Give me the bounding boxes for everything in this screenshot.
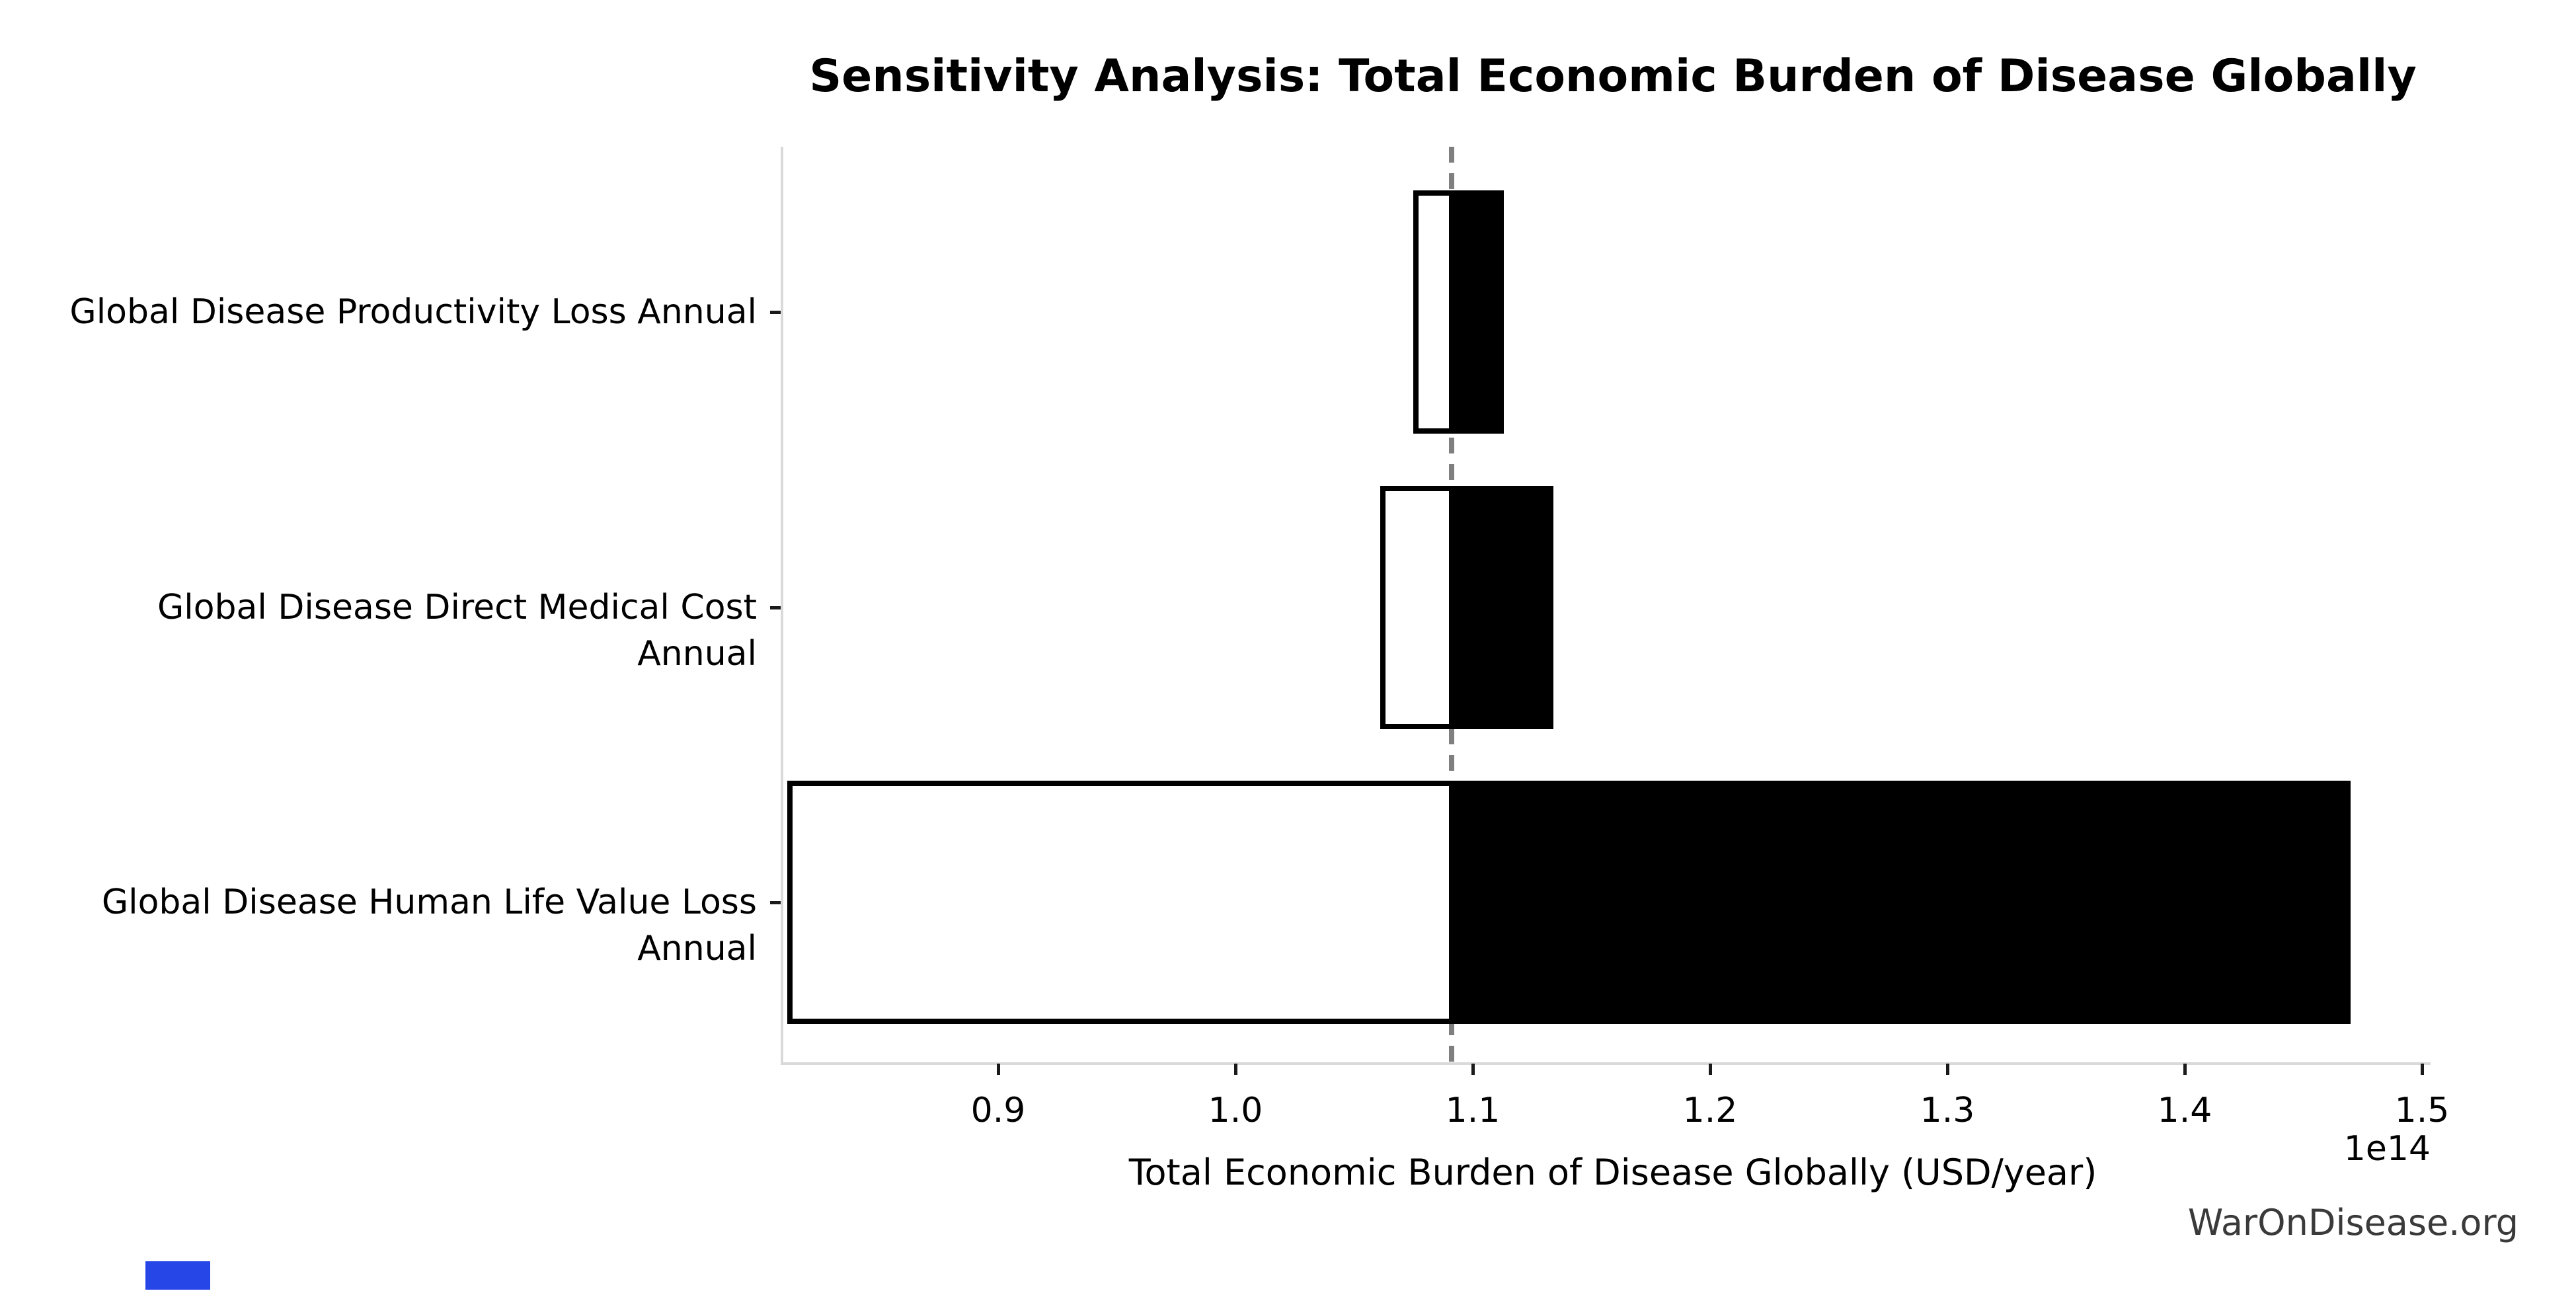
x-tick-label-0: 0.9 (970, 1091, 1026, 1130)
blue-rectangle-marker (145, 1261, 210, 1290)
bar-high-segment-2 (1448, 781, 2351, 1024)
bar-high-segment-1 (1448, 486, 1554, 729)
x-tick-mark-5 (2183, 1064, 2187, 1075)
y-tick-mark-1 (770, 606, 781, 609)
y-tick-mark-2 (770, 901, 781, 904)
y-axis-spine (781, 147, 783, 1065)
x-tick-mark-3 (1709, 1064, 1713, 1075)
y-tick-mark-0 (770, 311, 781, 314)
chart-title: Sensitivity Analysis: Total Economic Bur… (809, 50, 2417, 102)
x-tick-label-2: 1.1 (1445, 1091, 1501, 1130)
x-tick-label-4: 1.3 (1920, 1091, 1975, 1130)
x-tick-mark-0 (997, 1064, 1001, 1075)
watermark-text: WarOnDisease.org (2187, 1202, 2518, 1243)
y-axis-label-0: Global Disease Productivity Loss Annual (69, 292, 757, 332)
x-tick-mark-1 (1234, 1064, 1238, 1075)
x-axis-label: Total Economic Burden of Disease Globall… (1128, 1152, 2097, 1193)
x-tick-mark-4 (1946, 1064, 1950, 1075)
bar-high-segment-0 (1448, 190, 1504, 434)
x-tick-label-3: 1.2 (1682, 1091, 1738, 1130)
x-axis-offset-label: 1e14 (2343, 1129, 2431, 1169)
x-tick-label-6: 1.5 (2394, 1091, 2450, 1130)
x-tick-mark-6 (2421, 1064, 2425, 1075)
x-axis-spine (781, 1062, 2431, 1065)
y-axis-label-2: Global Disease Human Life Value Loss Ann… (101, 882, 757, 968)
x-tick-label-1: 1.0 (1208, 1091, 1263, 1130)
x-tick-mark-2 (1471, 1064, 1475, 1075)
x-tick-label-5: 1.4 (2157, 1091, 2212, 1130)
y-axis-label-1: Global Disease Direct Medical Cost Annua… (157, 588, 757, 674)
